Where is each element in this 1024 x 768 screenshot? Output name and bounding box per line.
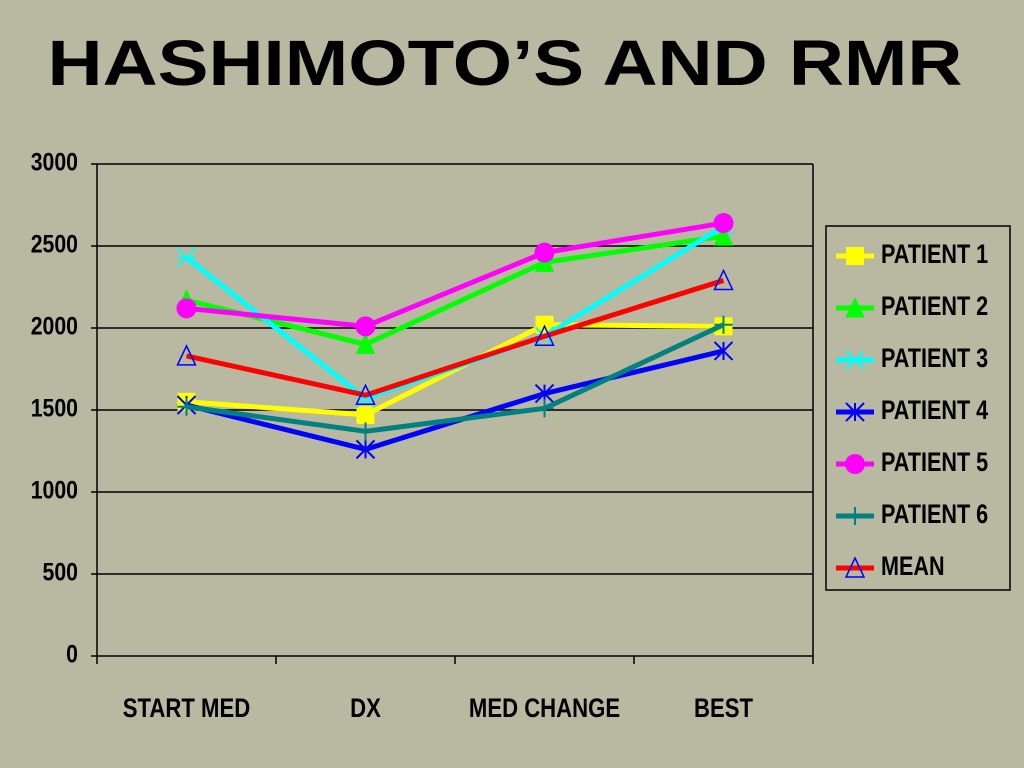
- legend-marker: [845, 350, 865, 370]
- data-point: [355, 439, 376, 460]
- series-line: [185, 278, 725, 398]
- data-point: [534, 324, 555, 346]
- data-point: [176, 247, 197, 268]
- data-point: [176, 344, 197, 366]
- x-tick-label: BEST: [694, 694, 753, 724]
- legend-label: PATIENT 6: [881, 500, 988, 530]
- y-tick-label: 2500: [31, 230, 78, 258]
- data-point: [535, 399, 554, 418]
- legend-label: PATIENT 3: [881, 344, 988, 374]
- legend-marker: [846, 247, 864, 265]
- legend-marker: [844, 556, 866, 578]
- x-tick-label: DX: [350, 694, 381, 724]
- x-tick-label: MED CHANGE: [469, 694, 620, 724]
- data-point: [355, 316, 376, 337]
- y-tick-label: 1000: [31, 476, 78, 504]
- y-tick-label: 0: [66, 640, 78, 668]
- x-tick-label: START MED: [123, 694, 250, 724]
- chart-title: HASHIMOTO’S AND RMR: [48, 27, 963, 99]
- legend-marker: [845, 454, 865, 474]
- legend-marker: [845, 296, 865, 318]
- legend-label: PATIENT 2: [881, 292, 988, 322]
- data-point: [176, 298, 197, 319]
- data-point: [355, 383, 376, 405]
- data-point: [356, 422, 375, 441]
- data-point: [713, 341, 734, 361]
- legend-label: MEAN: [881, 552, 945, 582]
- data-point: [534, 242, 555, 263]
- series-line: [186, 220, 724, 329]
- y-tick-label: 3000: [31, 148, 78, 176]
- data-point: [177, 397, 196, 416]
- y-tick-label: 2000: [31, 312, 78, 340]
- legend-marker: [846, 507, 864, 525]
- legend-label: PATIENT 1: [881, 240, 988, 270]
- y-tick-label: 500: [43, 558, 78, 586]
- data-point: [713, 213, 734, 234]
- data-point: [356, 405, 375, 424]
- series-line: [185, 233, 724, 347]
- legend-box: [825, 225, 1011, 591]
- legend-marker: [845, 402, 865, 422]
- legend-label: PATIENT 4: [881, 396, 989, 426]
- data-point: [714, 315, 733, 334]
- y-tick-label: 1500: [31, 394, 78, 422]
- data-point: [355, 333, 376, 354]
- legend-label: PATIENT 5: [881, 448, 988, 478]
- data-point: [713, 224, 734, 246]
- data-point: [713, 268, 734, 291]
- series-line: [186, 322, 725, 434]
